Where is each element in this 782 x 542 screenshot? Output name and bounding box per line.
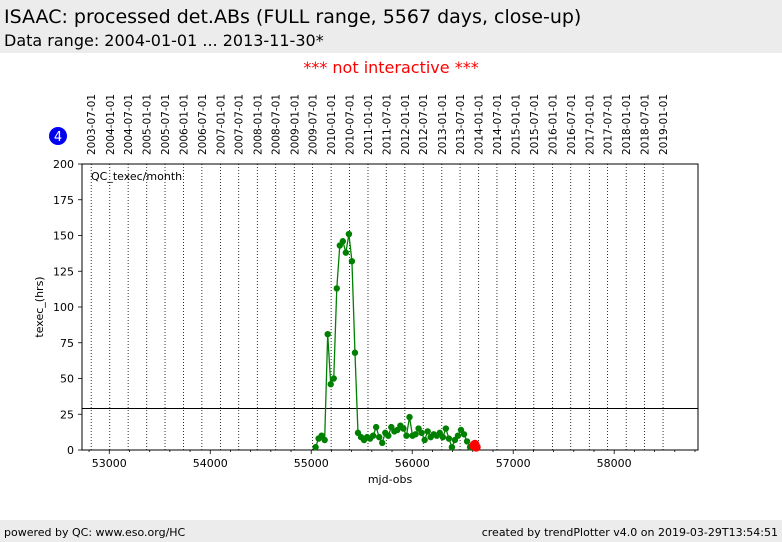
data-point xyxy=(375,433,383,441)
data-point xyxy=(403,432,410,439)
x-axis: 53000 54000 55000 56000 57000 58000 xyxy=(88,450,696,470)
data-point xyxy=(460,431,468,438)
y-axis-label: texec_(hrs) xyxy=(33,276,46,337)
data-point xyxy=(339,238,347,245)
data-point xyxy=(412,431,419,438)
footer-credit: powered by QC: www.eso.org/HC xyxy=(4,526,186,539)
data-point xyxy=(400,425,407,432)
date-label: 2014-01-01 xyxy=(474,94,486,155)
date-label: 2016-07-01 xyxy=(566,94,578,155)
date-label: 2007-07-01 xyxy=(234,94,246,155)
series-line xyxy=(314,233,474,449)
y-tick-label: 200 xyxy=(53,158,74,171)
date-label: 2013-07-01 xyxy=(455,94,467,155)
date-label: 2003-07-01 xyxy=(86,94,98,155)
data-point xyxy=(445,435,453,442)
badge-label: 4 xyxy=(54,130,62,145)
date-label: 2011-01-01 xyxy=(363,94,375,155)
date-label: 2010-01-01 xyxy=(326,94,338,155)
badge-circle xyxy=(49,127,67,145)
y-tick-label: 50 xyxy=(60,373,74,386)
y-tick-label: 0 xyxy=(67,444,74,457)
y-tick-label: 175 xyxy=(53,194,74,207)
data-point xyxy=(454,432,462,439)
footer-timestamp: created by trendPlotter v4.0 on 2019-03-… xyxy=(481,526,778,539)
data-point xyxy=(351,349,359,356)
data-point xyxy=(424,428,431,435)
data-point xyxy=(379,439,386,447)
data-point xyxy=(463,438,471,445)
date-label: 2005-07-01 xyxy=(160,94,172,155)
chart-annotation: QC_texec/month xyxy=(91,170,182,183)
x-tick-label: 58000 xyxy=(597,457,632,470)
date-label: 2013-01-01 xyxy=(437,94,449,155)
series-layer xyxy=(312,230,481,452)
plot-frame xyxy=(81,163,699,451)
data-point xyxy=(385,432,392,439)
data-point xyxy=(330,375,337,382)
data-point xyxy=(324,330,331,338)
y-tick-label: 25 xyxy=(60,408,74,421)
y-axis: 0 25 50 75 100 125 150 175 200 xyxy=(53,158,82,457)
header-band xyxy=(0,0,782,53)
data-point xyxy=(439,433,447,441)
date-label: 2018-07-01 xyxy=(639,94,651,155)
footer-band xyxy=(0,520,782,542)
date-label: 2005-01-01 xyxy=(142,94,154,155)
data-point xyxy=(342,249,350,256)
x-tick-label: 54000 xyxy=(193,457,228,470)
date-label: 2004-07-01 xyxy=(123,94,135,155)
date-label: 2004-01-01 xyxy=(105,94,117,155)
y-tick-label: 150 xyxy=(53,230,74,243)
x-tick-label: 57000 xyxy=(496,457,531,470)
date-label: 2009-07-01 xyxy=(308,94,320,155)
date-label: 2017-07-01 xyxy=(603,94,615,155)
date-label: 2014-07-01 xyxy=(492,94,504,155)
data-point xyxy=(369,432,377,439)
date-label: 2017-01-01 xyxy=(584,94,596,155)
date-label: 2008-01-01 xyxy=(252,94,264,155)
data-point xyxy=(418,429,425,437)
date-label: 2008-07-01 xyxy=(271,94,283,155)
data-point xyxy=(442,425,450,432)
date-label: 2006-07-01 xyxy=(197,94,209,155)
y-tick-label: 75 xyxy=(60,337,74,350)
date-grid xyxy=(90,164,664,450)
data-point xyxy=(333,285,340,292)
data-point xyxy=(372,423,380,431)
y-tick-label: 100 xyxy=(53,301,74,314)
data-range-subtitle: Data range: 2004-01-01 ... 2013-11-30* xyxy=(4,31,324,50)
data-point xyxy=(406,413,413,421)
data-point xyxy=(421,436,428,444)
date-label: 2012-01-01 xyxy=(400,94,412,155)
y-tick-label: 125 xyxy=(53,265,74,278)
x-tick-label: 55000 xyxy=(294,457,329,470)
date-label: 2007-01-01 xyxy=(215,94,227,155)
data-point xyxy=(471,442,481,452)
date-label: 2018-01-01 xyxy=(621,94,633,155)
date-label: 2019-01-01 xyxy=(658,94,670,155)
date-label: 2012-07-01 xyxy=(418,94,430,155)
data-point xyxy=(321,436,328,444)
date-label: 2010-07-01 xyxy=(344,94,356,155)
date-label: 2009-01-01 xyxy=(289,94,301,155)
page-title: ISAAC: processed det.ABs (FULL range, 55… xyxy=(4,6,582,28)
data-point xyxy=(448,443,456,451)
date-label: 2006-01-01 xyxy=(179,94,191,155)
data-point xyxy=(312,443,319,451)
date-label: 2016-01-01 xyxy=(547,94,559,155)
x-tick-label: 56000 xyxy=(395,457,430,470)
data-point xyxy=(327,381,334,388)
date-label: 2015-01-01 xyxy=(511,94,523,155)
x-axis-label: mjd-obs xyxy=(368,473,413,486)
data-point xyxy=(345,230,353,238)
date-label: 2015-07-01 xyxy=(529,94,541,155)
x-tick-label: 53000 xyxy=(92,457,127,470)
date-label: 2011-07-01 xyxy=(381,94,393,155)
not-interactive-notice: *** not interactive *** xyxy=(303,58,479,77)
date-axis-labels: 2003-07-01 2004-01-01 2004-07-01 2005-01-01… xyxy=(86,94,670,155)
data-point xyxy=(348,258,356,265)
